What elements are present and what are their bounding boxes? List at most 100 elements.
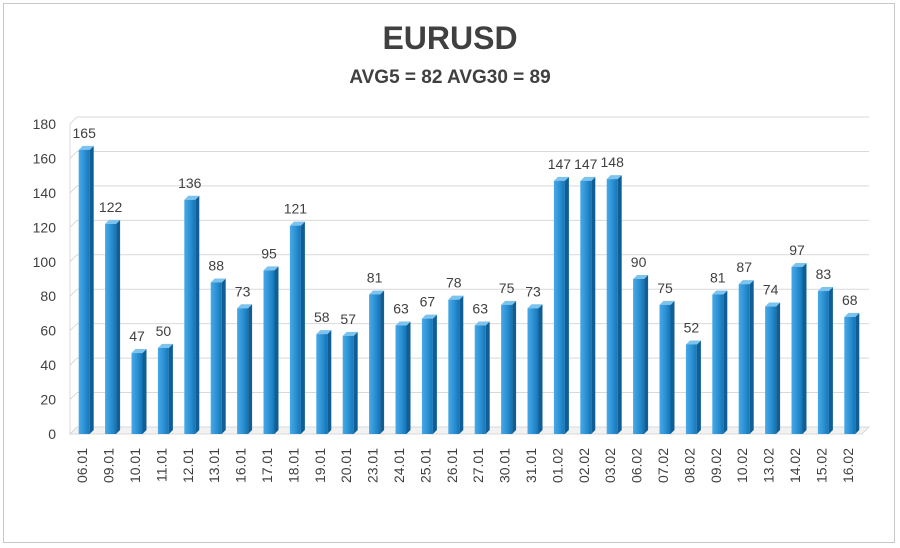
data-label: 97 [789, 242, 805, 258]
data-label: 165 [73, 125, 97, 141]
bar-top [105, 219, 121, 224]
bar-side [644, 275, 649, 434]
data-label: 68 [842, 292, 858, 308]
bar-front [791, 266, 803, 434]
bar-top [263, 266, 279, 271]
bar-front [659, 304, 671, 434]
bar-front [210, 282, 222, 434]
bar [131, 349, 147, 434]
bar [580, 176, 596, 435]
data-label: 57 [340, 311, 356, 327]
bar-top [501, 300, 517, 305]
bar-side [749, 280, 754, 434]
bar-front [712, 294, 724, 434]
bar [791, 262, 807, 434]
bar-top [237, 304, 253, 309]
bar-side [591, 176, 596, 435]
bar-side [617, 175, 622, 434]
bar-side [248, 304, 253, 434]
bar-side [512, 300, 517, 434]
x-tick-label: 16.02 [840, 448, 856, 483]
data-label: 95 [261, 245, 277, 261]
bar-front [474, 325, 486, 434]
bar-top [157, 343, 173, 348]
bars [78, 145, 860, 435]
bar-top [659, 300, 675, 305]
bar [685, 340, 701, 434]
data-label: 47 [129, 328, 145, 344]
gridline-depth [69, 288, 78, 297]
data-labels: 165 122 47 50 136 88 73 95 121 58 57 81 63 67 78 63 75 73… [73, 125, 858, 344]
bar-front [263, 270, 275, 434]
data-label: 136 [178, 175, 202, 191]
data-label: 74 [763, 282, 779, 298]
bar [844, 312, 860, 434]
bar-top [738, 280, 754, 285]
bar-top [580, 176, 596, 181]
bar-side [802, 262, 807, 434]
bar-side [485, 321, 490, 434]
bar-top [210, 278, 226, 283]
bar-front [817, 291, 829, 434]
x-tick-label: 23.01 [365, 448, 381, 483]
x-tick-label: 25.01 [417, 448, 433, 483]
bar-front [157, 347, 169, 434]
bar-front [633, 279, 645, 434]
bar-side [670, 300, 675, 434]
data-label: 58 [314, 309, 330, 325]
bar-top [342, 331, 358, 336]
bar-top [553, 176, 569, 181]
bar-side [168, 343, 173, 434]
bar-top [765, 302, 781, 307]
bar [263, 266, 279, 434]
bar-front [738, 284, 750, 434]
gridline-depth [69, 392, 78, 400]
bar-side [696, 340, 701, 434]
bar-side [221, 278, 226, 434]
bar-side [195, 195, 200, 434]
data-label: 81 [710, 270, 726, 286]
bar-front [765, 306, 777, 434]
x-tick-label: 09.01 [101, 448, 117, 483]
data-label: 90 [631, 254, 647, 270]
x-tick-label: 10.01 [127, 448, 143, 483]
bar [474, 321, 490, 434]
bar-front [131, 353, 143, 434]
data-label: 147 [548, 156, 572, 172]
gridline-depth [69, 116, 78, 125]
bar [78, 145, 94, 435]
bar-side [274, 266, 279, 434]
bar-top [369, 290, 385, 295]
bar-top [421, 314, 437, 319]
data-label: 122 [99, 199, 123, 215]
gridline-depth [69, 254, 78, 263]
x-tick-label: 30.01 [497, 448, 513, 483]
bar-front [844, 316, 856, 434]
x-tick-label: 07.02 [655, 448, 671, 483]
y-tick-label: 0 [48, 426, 56, 442]
bar-front [421, 318, 433, 434]
bar-front [237, 308, 249, 434]
x-tick-label: 06.01 [74, 448, 90, 483]
data-label: 78 [446, 275, 462, 291]
bar-side [353, 331, 358, 434]
bar-front [685, 344, 697, 434]
y-tick-label: 100 [33, 254, 57, 270]
bar-side [142, 349, 147, 434]
y-tick-label: 80 [40, 288, 56, 304]
bar-front [342, 335, 354, 434]
x-tick-label: 13.02 [761, 448, 777, 483]
bar-front [553, 180, 565, 434]
bar [184, 195, 200, 434]
bar-top [78, 145, 94, 150]
bar-side [327, 330, 332, 434]
x-tick-label: 17.01 [259, 448, 275, 483]
gridline-depth [69, 357, 78, 366]
bar-side [116, 219, 121, 434]
x-tick-label: 01.02 [549, 448, 565, 483]
x-tick-label: 24.01 [391, 448, 407, 483]
x-tick-label: 20.01 [338, 448, 354, 483]
bar-front [527, 308, 539, 434]
bar-top [685, 340, 701, 345]
